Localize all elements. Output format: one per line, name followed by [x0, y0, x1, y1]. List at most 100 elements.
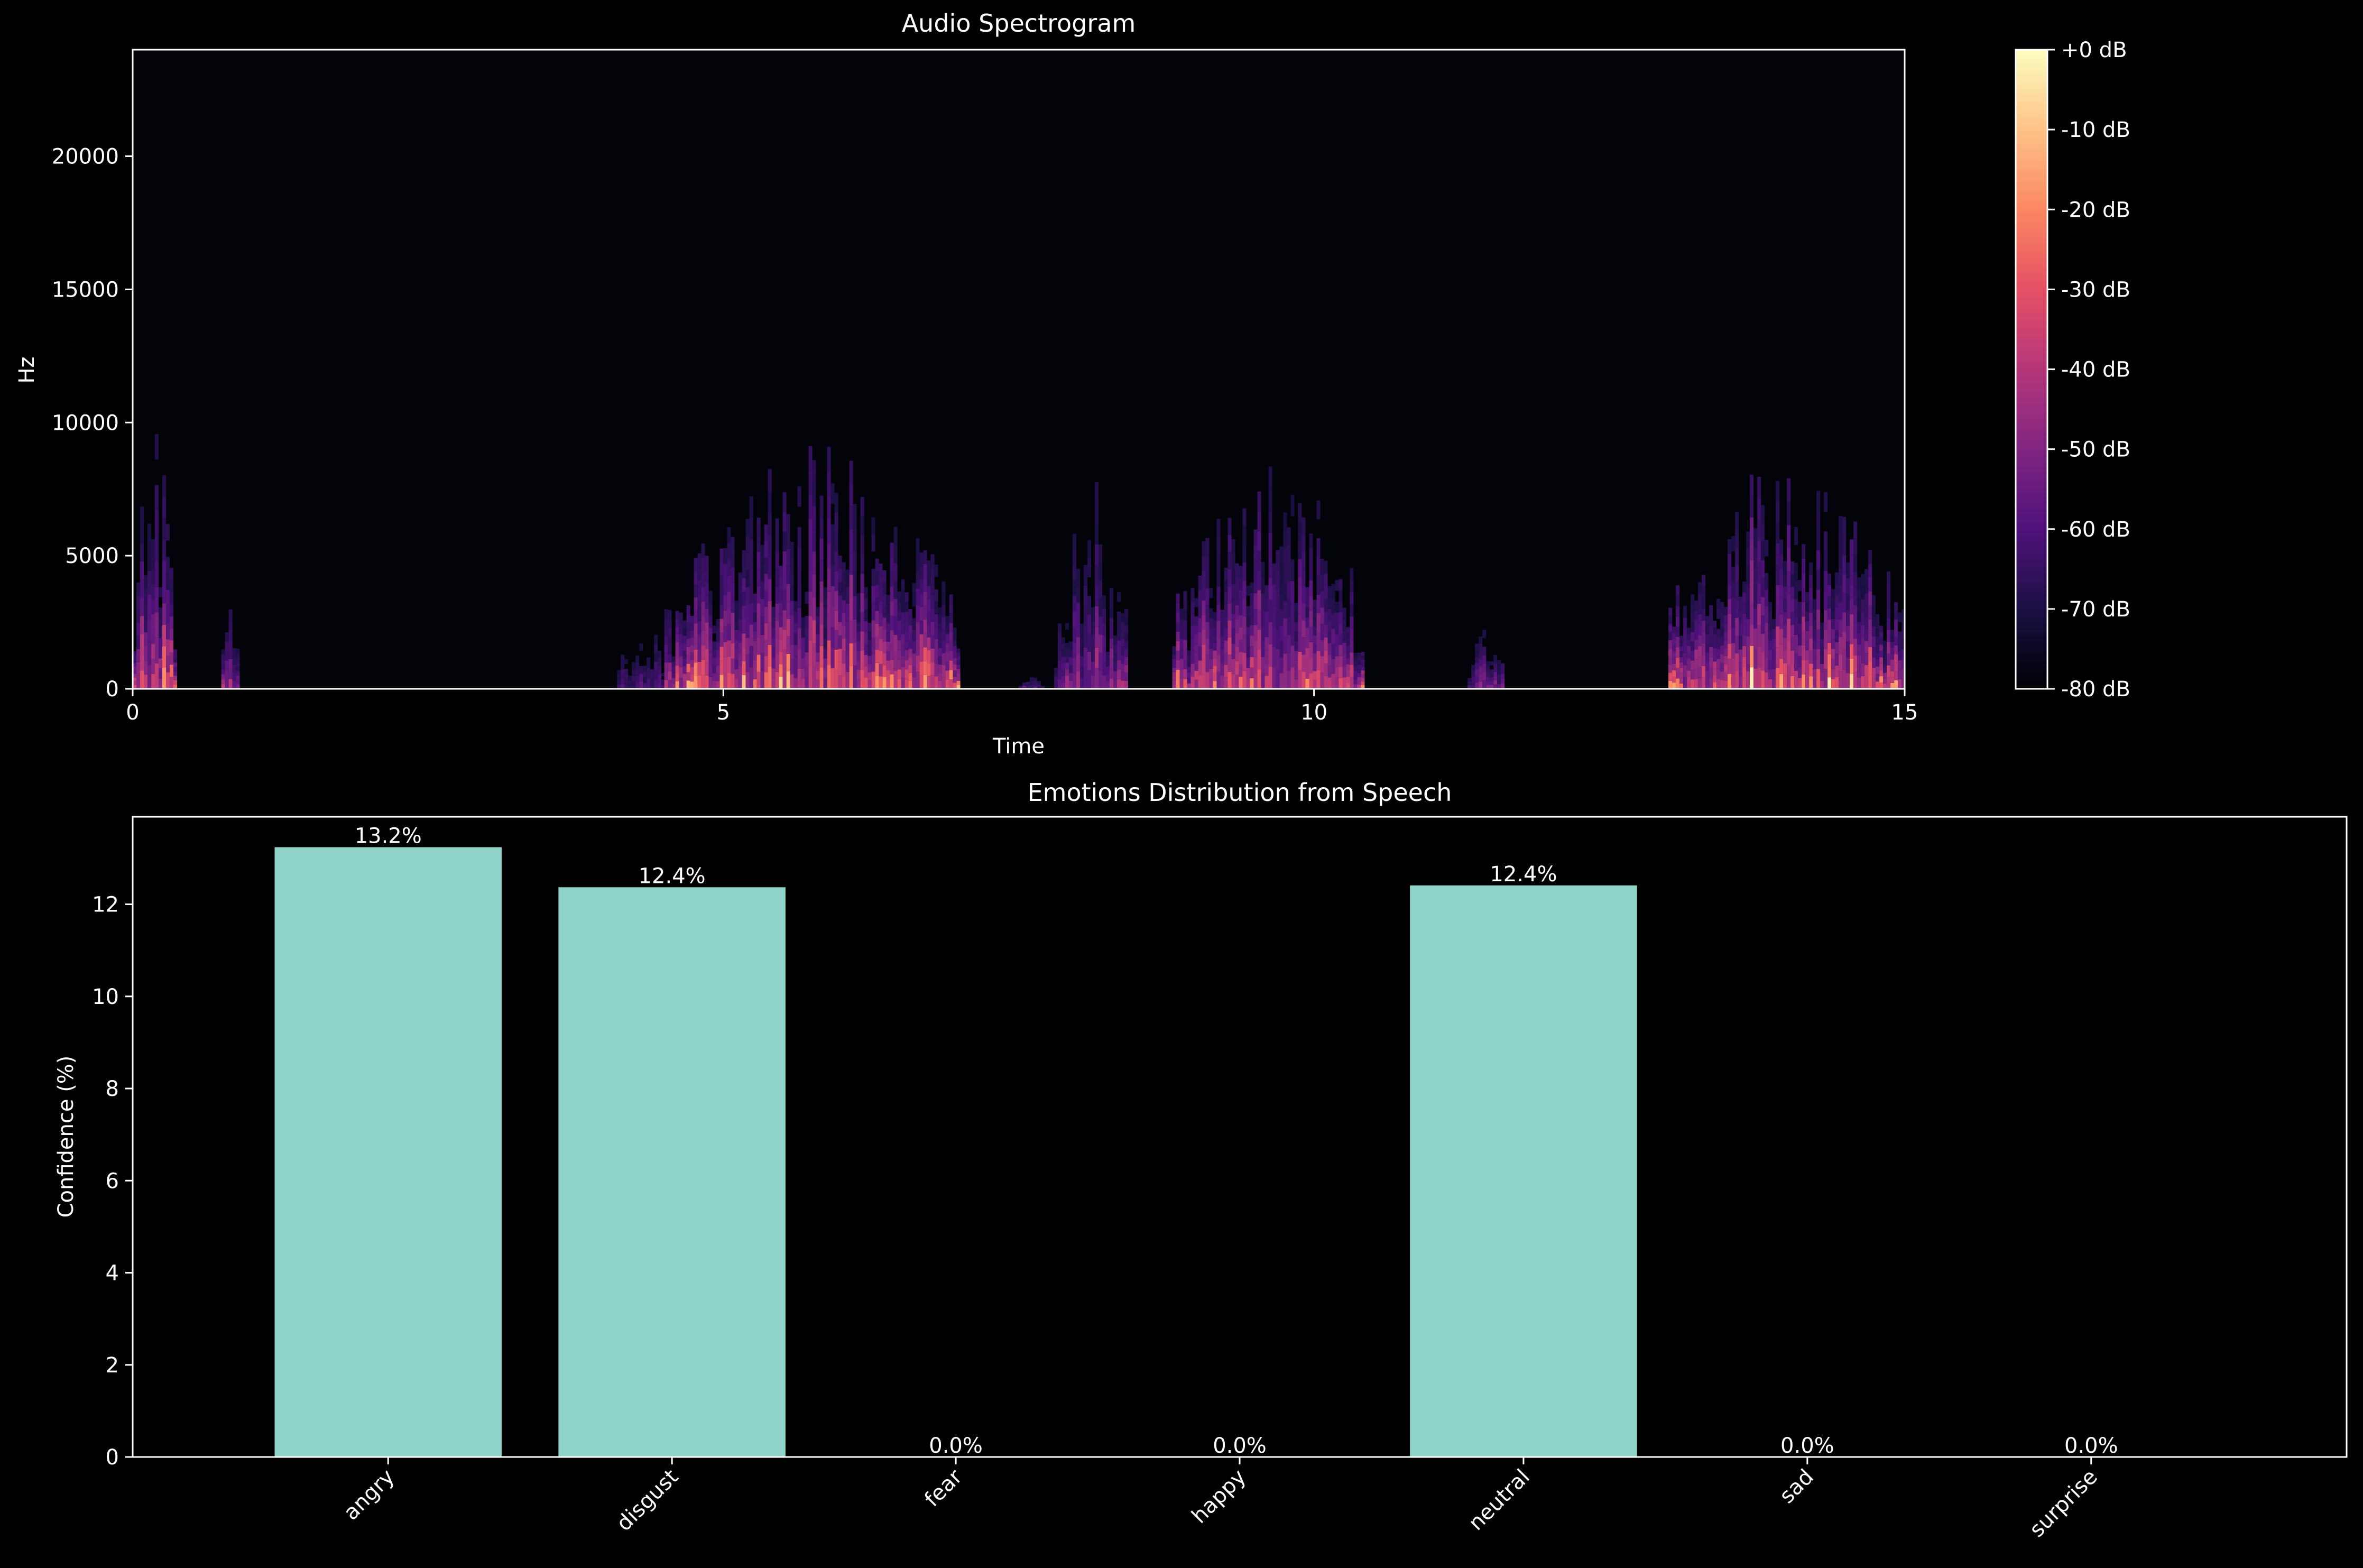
- spectrogram-cell: [166, 639, 170, 656]
- spectrogram-cell: [136, 635, 140, 649]
- spectrogram-cell: [635, 662, 640, 669]
- spectrogram-cell: [1261, 562, 1265, 578]
- spectrogram-cell: [1846, 657, 1850, 674]
- spectrogram-cell: [1857, 611, 1861, 622]
- spectrogram-cell: [1302, 569, 1306, 586]
- spectrogram-cell: [1824, 610, 1828, 630]
- spectrogram-cell: [1805, 602, 1810, 612]
- spectrogram-cell: [624, 674, 629, 679]
- spectrogram-cell: [853, 596, 857, 620]
- spectrogram-cell: [1809, 613, 1813, 626]
- spectrogram-cell: [1276, 649, 1280, 669]
- bar-disgust: [558, 887, 786, 1457]
- spectrogram-cell: [1887, 583, 1891, 595]
- spectrogram-cell: [1742, 614, 1747, 625]
- spectrogram-cell: [1742, 624, 1747, 635]
- spectrogram-cell: [860, 631, 864, 651]
- spectrogram-cell: [621, 654, 625, 660]
- spectrogram-segment: [1467, 630, 1505, 689]
- spectrogram-cell: [1768, 640, 1773, 650]
- spectrogram-cell: [793, 623, 798, 634]
- spectrogram-cell: [1813, 659, 1817, 669]
- spectrogram-cell: [1872, 657, 1876, 668]
- spectrogram-cell: [1361, 681, 1365, 686]
- spectrogram-cell: [775, 671, 779, 689]
- spectrogram-cell: [1683, 665, 1687, 677]
- spectrogram-cell: [140, 524, 144, 543]
- spectrogram-cell: [166, 672, 170, 689]
- spectrogram-cell: [797, 567, 801, 588]
- spectrogram-cell: [845, 586, 850, 604]
- spectrogram-cell: [1728, 659, 1732, 674]
- spectrogram-cell: [1883, 662, 1887, 668]
- spectrogram-cell: [697, 634, 701, 649]
- spectrogram-cell: [1842, 631, 1847, 651]
- spectrogram-cell: [849, 483, 853, 506]
- spectrogram-cell: [786, 514, 790, 532]
- spectrogram-cell: [782, 630, 787, 650]
- spectrogram-cell: [1846, 625, 1850, 642]
- spectrogram-cell: [1876, 666, 1880, 674]
- spectrogram-cell: [1091, 634, 1095, 648]
- spectrogram-cell: [705, 556, 709, 569]
- spectrogram-cell: [1879, 682, 1884, 689]
- spectrogram-cell: [771, 617, 776, 628]
- spectrogram-cell: [916, 622, 920, 639]
- spectrogram-cell: [1102, 675, 1106, 689]
- spectrogram-cell: [1276, 570, 1280, 590]
- spectrogram-cell: [1691, 670, 1695, 680]
- spectrogram-cell: [650, 679, 654, 689]
- spectrogram-cell: [1106, 674, 1110, 682]
- spectrogram-cell: [1305, 617, 1309, 628]
- spectrogram-cell: [1246, 658, 1250, 668]
- spectrogram-cell: [1798, 678, 1802, 689]
- spectrogram-cell: [956, 652, 961, 657]
- spectrogram-cell: [912, 653, 916, 666]
- spectrogram-cell: [845, 569, 850, 587]
- spectrogram-cell: [953, 628, 957, 634]
- spectrogram-cell: [639, 643, 643, 651]
- spectrogram-cell: [1839, 620, 1843, 637]
- spectrogram-cell: [1898, 650, 1902, 660]
- spectrogram-cell: [1709, 615, 1713, 626]
- spectrogram-cell: [742, 647, 746, 661]
- spectrogram-cell: [1846, 610, 1850, 626]
- spectrogram-cell: [867, 631, 872, 640]
- spectrogram-cell: [1183, 611, 1187, 621]
- spectrogram-cell: [1058, 679, 1061, 689]
- spectrogram-cell: [879, 576, 883, 589]
- spectrogram-cell: [1213, 681, 1217, 689]
- spectrogram-cell: [1037, 682, 1041, 684]
- spectrogram-cell: [1691, 604, 1695, 613]
- spectrogram-cell: [1872, 616, 1876, 626]
- spectrogram-cell: [1110, 598, 1113, 608]
- spectrogram-cell: [1705, 634, 1710, 643]
- spectrogram-cell: [734, 649, 739, 660]
- spectrogram-cell: [1879, 657, 1884, 664]
- spectrogram-cell: [1099, 634, 1102, 653]
- x-tick-label-surprise: surprise: [2025, 1465, 2102, 1542]
- spectrogram-cell: [834, 649, 838, 669]
- spectrogram-cell: [1276, 629, 1280, 649]
- spectrogram-cell: [1235, 605, 1239, 620]
- spectrogram-cell: [1172, 646, 1176, 651]
- spectrogram-cell: [675, 626, 679, 634]
- spectrogram-cell: [647, 668, 651, 679]
- spectrogram-cell: [1739, 596, 1743, 610]
- spectrogram-cell: [1037, 685, 1041, 686]
- spectrogram-cell: [1283, 548, 1287, 566]
- spectrogram-cell: [682, 651, 687, 659]
- spectrogram-cell: [1324, 663, 1328, 676]
- spectrogram-cell: [1331, 659, 1335, 674]
- spectrogram-cell: [1272, 605, 1276, 626]
- spectrogram-cell: [1183, 659, 1187, 669]
- spectrogram-cell: [1490, 681, 1494, 685]
- spectrogram-cell: [225, 641, 229, 651]
- spectrogram-cell: [731, 597, 735, 613]
- spectrogram-cell: [1250, 625, 1254, 636]
- spectrogram-cell: [1827, 631, 1832, 643]
- spectrogram-cell: [1113, 680, 1117, 689]
- spectrogram-cell: [727, 656, 731, 673]
- spectrogram-cell: [1475, 656, 1479, 663]
- spectrogram-cell: [919, 593, 924, 607]
